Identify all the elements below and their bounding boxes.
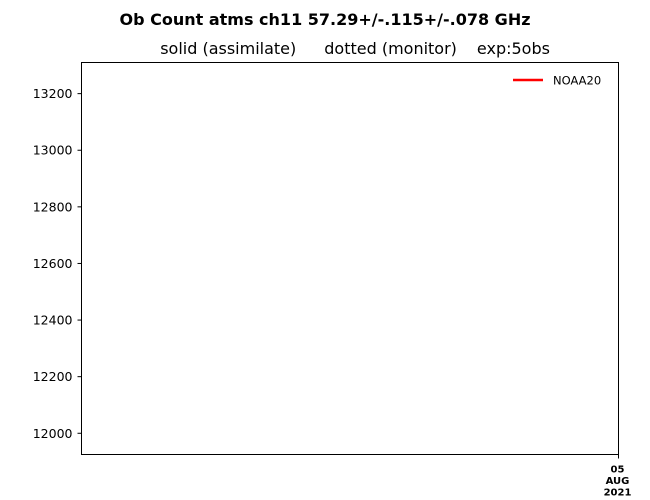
y-tick-label: 12400 <box>33 313 73 328</box>
subtitle-experiment: exp:5obs <box>477 39 550 58</box>
legend: NOAA20 <box>513 74 601 88</box>
subtitle-monitor: dotted (monitor) <box>324 39 457 58</box>
y-tick-label: 13200 <box>33 86 73 101</box>
x-axis: 05 AUG 2021 <box>604 454 632 499</box>
legend-label: NOAA20 <box>553 74 601 88</box>
chart-subtitle: solid (assimilate) dotted (monitor) exp:5o… <box>135 39 565 58</box>
chart-title: Ob Count atms ch11 57.29+/-.115+/-.078 G… <box>119 10 530 29</box>
y-tick-label: 12800 <box>33 199 73 214</box>
y-axis: 12000 12200 12400 12600 12800 13000 13200 <box>33 86 82 441</box>
x-tick-label: 05 AUG 2021 <box>604 465 632 499</box>
y-tick-label: 12600 <box>33 256 73 271</box>
y-tick-label: 13000 <box>33 143 73 158</box>
plot-area-frame <box>81 62 619 455</box>
subtitle-assimilate: solid (assimilate) <box>160 39 296 58</box>
y-tick-label: 12000 <box>33 426 73 441</box>
y-tick-label: 12200 <box>33 369 73 384</box>
